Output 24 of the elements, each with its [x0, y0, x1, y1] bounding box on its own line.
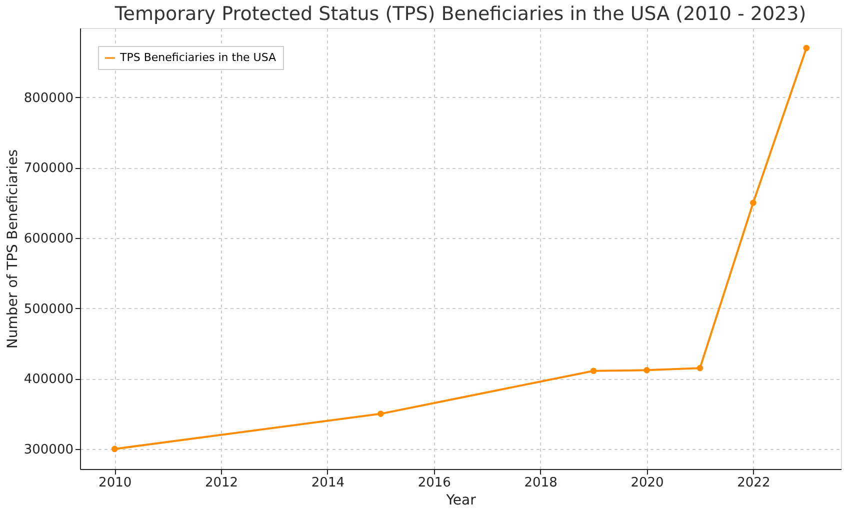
- y-tick-label: 400000: [24, 372, 74, 388]
- y-axis-title: Number of TPS Beneficiaries: [4, 149, 21, 349]
- point: [750, 200, 756, 206]
- y-tick-label: 600000: [24, 231, 74, 246]
- y-tick-label: 800000: [24, 90, 74, 106]
- x-tick-label: 2012: [204, 476, 238, 490]
- y-tick-label: 300000: [24, 442, 74, 458]
- x-tick-label: 2016: [418, 476, 451, 490]
- y-tick-label: 700000: [24, 161, 74, 176]
- x-tick-label: 2020: [630, 476, 664, 490]
- legend-label: TPS Beneficiaries in the USA: [119, 51, 277, 64]
- point: [644, 367, 650, 374]
- chart-title: Temporary Protected Status (TPS) Beneficiaries in the USA (2010 - 2023): [114, 3, 806, 25]
- x-tick-label: 2014: [311, 476, 345, 490]
- x-tick-label: 2010: [98, 476, 132, 490]
- point: [378, 410, 384, 417]
- y-tick-label: 500000: [24, 302, 74, 317]
- x-tick-label: 2018: [524, 476, 558, 490]
- x-axis-title: Year: [445, 492, 476, 508]
- point: [590, 368, 597, 374]
- point: [111, 446, 118, 452]
- point: [696, 364, 704, 372]
- x-tick-label: 2022: [737, 476, 770, 490]
- point: [803, 44, 810, 52]
